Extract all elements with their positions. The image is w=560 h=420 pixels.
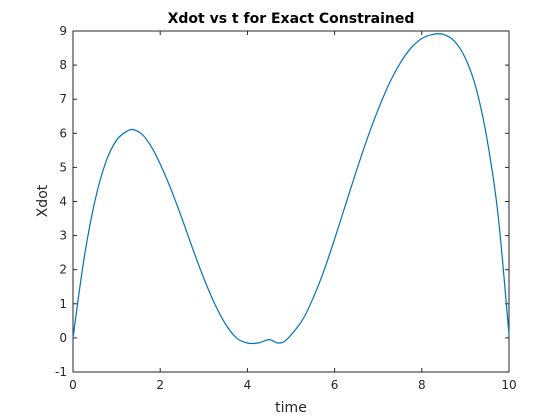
x-tick-label: 2 — [156, 378, 164, 392]
y-tick-label: 8 — [59, 58, 67, 72]
x-tick-label: 6 — [331, 378, 339, 392]
x-tick-label: 4 — [244, 378, 252, 392]
y-tick-label: 5 — [59, 160, 67, 174]
y-axis-label: Xdot — [35, 184, 51, 217]
x-axis-ticks: 0 2 4 6 8 10 — [69, 31, 517, 392]
y-tick-label: -1 — [55, 365, 67, 379]
y-tick-label: 1 — [59, 297, 67, 311]
x-tick-label: 8 — [418, 378, 426, 392]
series-layer — [72, 33, 510, 345]
y-tick-label: 7 — [59, 92, 67, 106]
plot-area — [72, 30, 510, 373]
y-axis-ticks: -1 0 1 2 3 4 5 6 7 8 9 — [55, 24, 509, 379]
x-axis-label: time — [275, 400, 307, 416]
x-tick-label: 10 — [501, 378, 516, 392]
y-tick-label: 2 — [59, 263, 67, 277]
y-tick-label: 0 — [59, 331, 67, 345]
y-tick-label: 3 — [59, 229, 67, 243]
x-tick-label: 0 — [69, 378, 77, 392]
chart-title: Xdot vs t for Exact Constrained — [168, 11, 415, 27]
series-line-xdot — [72, 33, 510, 345]
y-tick-label: 6 — [59, 126, 67, 140]
y-tick-label: 9 — [59, 24, 67, 38]
y-tick-label: 4 — [59, 195, 67, 209]
